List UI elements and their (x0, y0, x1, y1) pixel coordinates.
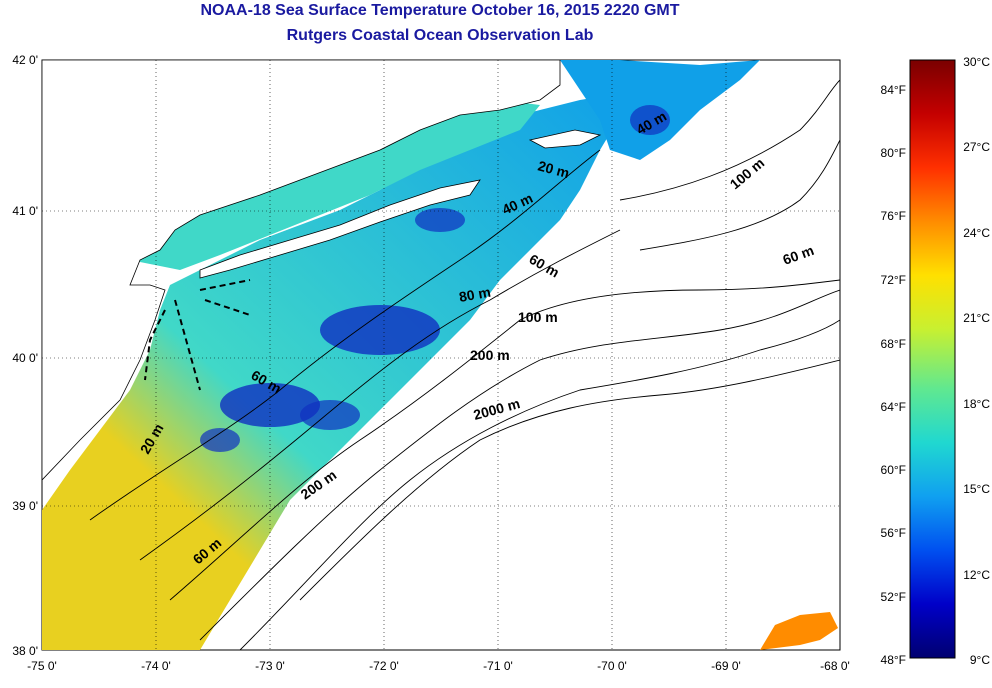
colorbar (909, 59, 956, 659)
colorbar-f-label: 48°F (881, 653, 906, 667)
shipping-lanes (144, 279, 251, 391)
contour-label: 200 m (470, 347, 510, 363)
lon-label-72: -72 0' (369, 659, 399, 673)
map-subtitle: Rutgers Coastal Ocean Observation Lab (286, 27, 594, 44)
colorbar-c-label: 15°C (963, 482, 990, 496)
colorbar-f-labels: 84°F 80°F 76°F 72°F 68°F 64°F 60°F 56°F … (881, 83, 906, 667)
lon-label-70: -70 0' (597, 659, 627, 673)
lat-label-40: 40 0' (12, 351, 38, 365)
sst-southeast-patch (760, 612, 838, 650)
sst-north-band (130, 100, 540, 270)
lon-label-71: -71 0' (483, 659, 513, 673)
colorbar-c-label: 24°C (963, 226, 990, 240)
colorbar-c-label: 12°C (963, 568, 990, 582)
lat-label-38: 38 0' (12, 644, 38, 658)
colorbar-f-label: 64°F (881, 400, 906, 414)
colorbar-c-label: 21°C (963, 311, 990, 325)
lon-labels: -75 0' -74 0' -73 0' -72 0' -71 0' -70 0… (27, 659, 850, 673)
colorbar-f-label: 84°F (881, 83, 906, 97)
contour-label: 100 m (518, 309, 558, 325)
lon-label-73: -73 0' (255, 659, 285, 673)
land (42, 60, 602, 481)
lon-label-75: -75 0' (27, 659, 57, 673)
lon-label-74: -74 0' (141, 659, 171, 673)
colorbar-f-label: 72°F (881, 273, 906, 287)
colorbar-f-label: 52°F (881, 590, 906, 604)
contour-label: 80 m (458, 284, 492, 305)
lat-label-39: 39 0' (12, 499, 38, 513)
colorbar-c-labels: 30°C 27°C 24°C 21°C 18°C 15°C 12°C 9°C (963, 55, 990, 667)
isobath-contours (89, 79, 840, 650)
map-title: NOAA-18 Sea Surface Temperature October … (200, 2, 680, 19)
lat-lon-grid (42, 60, 840, 650)
sst-coverage (42, 95, 630, 650)
colorbar-f-label: 56°F (881, 526, 906, 540)
lon-label-69: -69 0' (711, 659, 741, 673)
colorbar-c-label: 30°C (963, 55, 990, 69)
lon-label-68: -68 0' (820, 659, 850, 673)
colorbar-f-label: 76°F (881, 209, 906, 223)
colorbar-c-label: 27°C (963, 140, 990, 154)
colorbar-f-label: 80°F (881, 146, 906, 160)
contour-label: 20 m (536, 157, 571, 181)
lat-label-41: 41 0' (12, 204, 38, 218)
lat-label-42: 42 0' (12, 53, 38, 67)
colorbar-f-label: 60°F (881, 463, 906, 477)
lat-labels: 42 0' 41 0' 40 0' 39 0' 38 0' (12, 53, 38, 658)
colorbar-f-label: 68°F (881, 337, 906, 351)
colorbar-c-label: 18°C (963, 397, 990, 411)
colorbar-c-label: 9°C (970, 653, 990, 667)
